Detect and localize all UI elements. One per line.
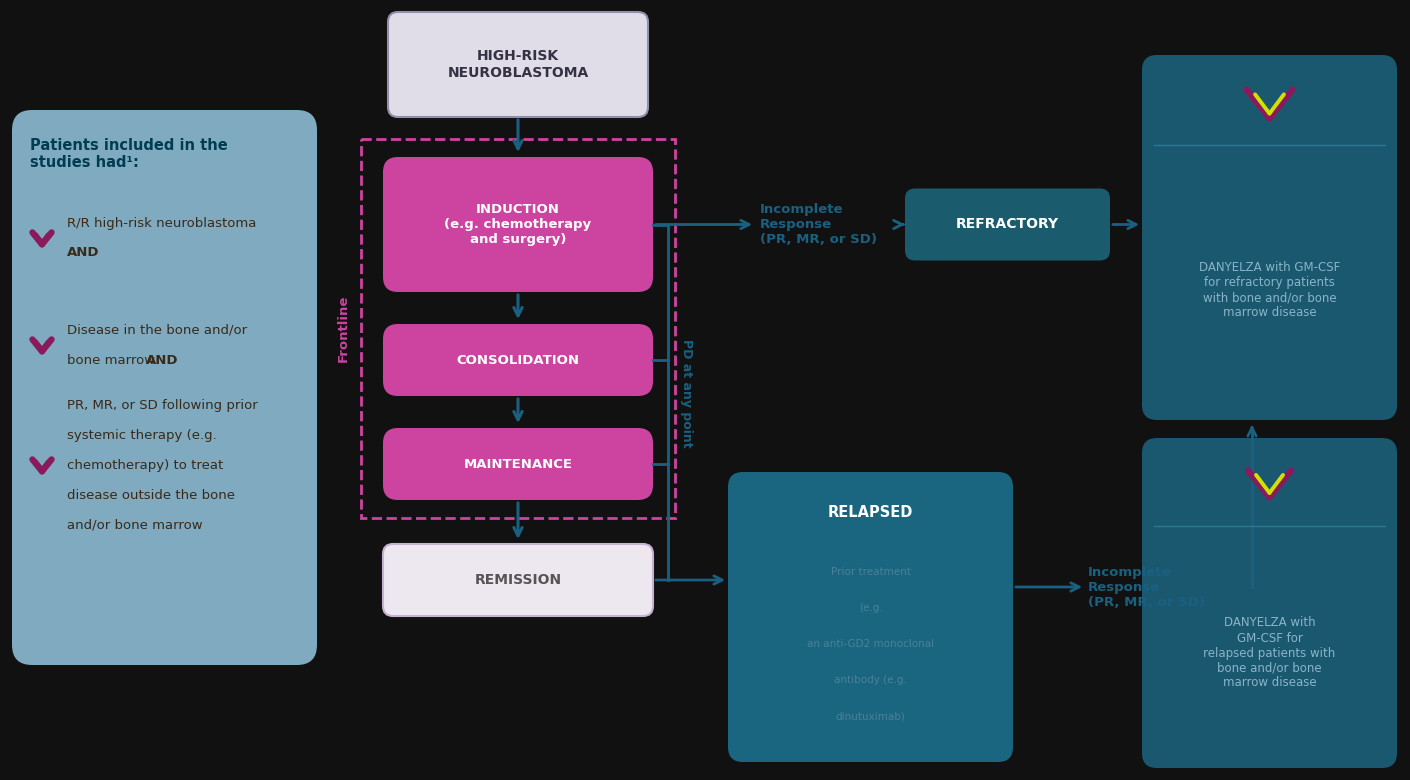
- FancyBboxPatch shape: [13, 110, 317, 665]
- Text: Prior treatment: Prior treatment: [830, 567, 911, 577]
- FancyBboxPatch shape: [384, 324, 653, 396]
- Text: Incomplete
Response
(PR, MR, or SD): Incomplete Response (PR, MR, or SD): [1089, 566, 1206, 608]
- Text: Patients included in the
studies had¹:: Patients included in the studies had¹:: [30, 138, 228, 170]
- FancyBboxPatch shape: [728, 472, 1012, 762]
- Text: REMISSION: REMISSION: [474, 573, 561, 587]
- Text: (e.g.: (e.g.: [859, 603, 883, 613]
- Text: CONSOLIDATION: CONSOLIDATION: [457, 353, 580, 367]
- Text: disease outside the bone: disease outside the bone: [68, 488, 235, 502]
- Text: REFRACTORY: REFRACTORY: [956, 218, 1059, 232]
- FancyBboxPatch shape: [384, 157, 653, 292]
- Text: R/R high-risk neuroblastoma: R/R high-risk neuroblastoma: [68, 217, 257, 229]
- Text: PD at any point: PD at any point: [680, 339, 692, 448]
- Bar: [361, 139, 675, 518]
- FancyBboxPatch shape: [384, 544, 653, 616]
- Text: Frontline: Frontline: [337, 295, 350, 362]
- Text: PR, MR, or SD following prior: PR, MR, or SD following prior: [68, 399, 258, 412]
- Text: Incomplete
Response
(PR, MR, or SD): Incomplete Response (PR, MR, or SD): [760, 203, 877, 246]
- FancyBboxPatch shape: [384, 428, 653, 500]
- FancyBboxPatch shape: [1142, 55, 1397, 420]
- Text: DANYELZA with GM-CSF
for refractory patients
with bone and/or bone
marrow diseas: DANYELZA with GM-CSF for refractory pati…: [1198, 261, 1340, 319]
- Text: AND: AND: [147, 353, 179, 367]
- Text: Disease in the bone and/or: Disease in the bone and/or: [68, 324, 247, 336]
- Text: AND: AND: [68, 246, 100, 260]
- Text: an anti-GD2 monoclonal: an anti-GD2 monoclonal: [807, 639, 933, 649]
- Text: dinutuximab): dinutuximab): [836, 711, 905, 721]
- Text: and/or bone marrow: and/or bone marrow: [68, 519, 203, 531]
- Text: RELAPSED: RELAPSED: [828, 505, 914, 519]
- Text: INDUCTION
(e.g. chemotherapy
and surgery): INDUCTION (e.g. chemotherapy and surgery…: [444, 203, 592, 246]
- Text: chemotherapy) to treat: chemotherapy) to treat: [68, 459, 223, 471]
- FancyBboxPatch shape: [388, 12, 649, 117]
- Text: bone marrow: bone marrow: [68, 353, 159, 367]
- Text: systemic therapy (e.g.: systemic therapy (e.g.: [68, 428, 217, 441]
- Text: DANYELZA with
GM-CSF for
relapsed patients with
bone and/or bone
marrow disease: DANYELZA with GM-CSF for relapsed patien…: [1203, 616, 1335, 690]
- Text: antibody (e.g.: antibody (e.g.: [835, 675, 907, 685]
- FancyBboxPatch shape: [905, 189, 1110, 261]
- Text: HIGH-RISK
NEUROBLASTOMA: HIGH-RISK NEUROBLASTOMA: [447, 49, 588, 80]
- FancyBboxPatch shape: [1142, 438, 1397, 768]
- Text: MAINTENANCE: MAINTENANCE: [464, 458, 572, 470]
